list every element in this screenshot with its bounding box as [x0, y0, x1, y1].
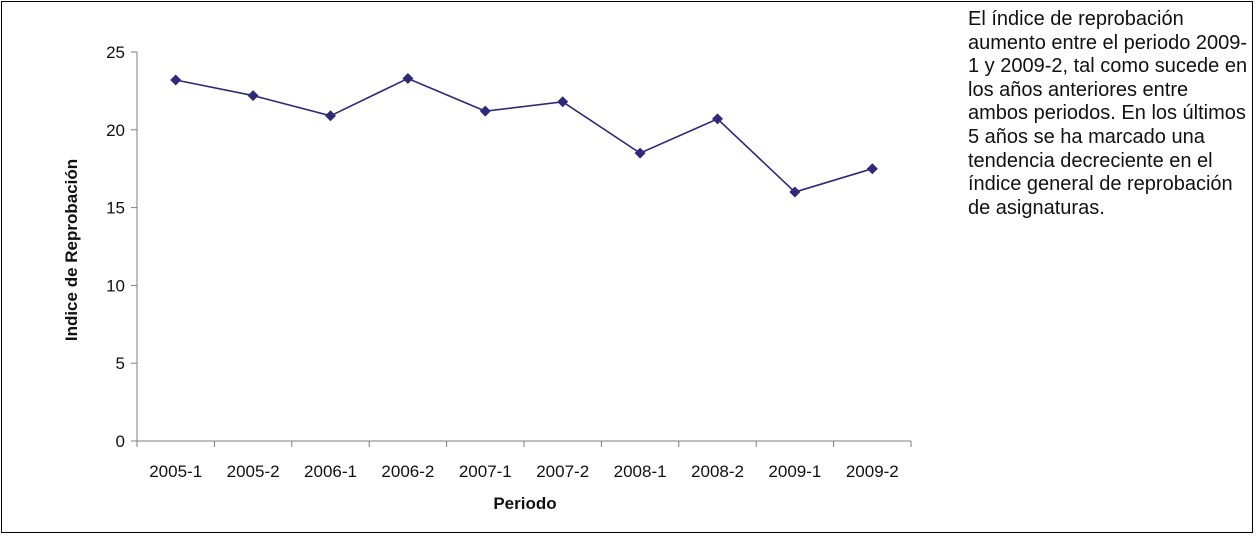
x-tick-label: 2006-2 — [381, 462, 434, 481]
data-point — [247, 90, 259, 102]
data-point — [866, 163, 878, 175]
data-point — [479, 105, 491, 117]
y-tick-label: 25 — [106, 43, 125, 62]
series-layer — [170, 72, 878, 198]
x-tick-label: 2007-1 — [459, 462, 512, 481]
x-tick-label: 2009-2 — [846, 462, 899, 481]
tick-labels: 0 5 10 15 20 25 2005-1 2005-2 2006-1 2006-2 2007-1… — [106, 43, 899, 481]
x-tick-label: 2006-1 — [304, 462, 357, 481]
y-tick-label: 0 — [116, 432, 125, 451]
chart-axes — [131, 51, 912, 447]
data-point — [325, 110, 336, 122]
annotation-text: El índice de reprobación aumento entre e… — [968, 8, 1248, 219]
x-tick-label: 2007-2 — [536, 462, 589, 481]
data-point — [634, 147, 646, 159]
data-point — [402, 72, 414, 84]
x-tick-label: 2008-1 — [614, 462, 667, 481]
y-tick-label: 15 — [106, 199, 125, 218]
y-tick-label: 10 — [106, 276, 125, 295]
x-tick-label: 2005-1 — [149, 462, 202, 481]
x-axis-title: Periodo — [493, 494, 556, 513]
y-tick-label: 20 — [106, 121, 125, 140]
data-point — [557, 96, 569, 108]
y-axis-title: Indice de Reprobación — [62, 159, 81, 341]
data-point — [170, 74, 182, 86]
y-tick-label: 5 — [116, 354, 125, 373]
data-point — [789, 186, 801, 198]
series-line — [175, 77, 873, 193]
x-tick-label: 2008-2 — [691, 462, 744, 481]
x-tick-label: 2005-2 — [227, 462, 280, 481]
x-tick-label: 2009-1 — [768, 462, 821, 481]
data-point — [712, 113, 723, 125]
